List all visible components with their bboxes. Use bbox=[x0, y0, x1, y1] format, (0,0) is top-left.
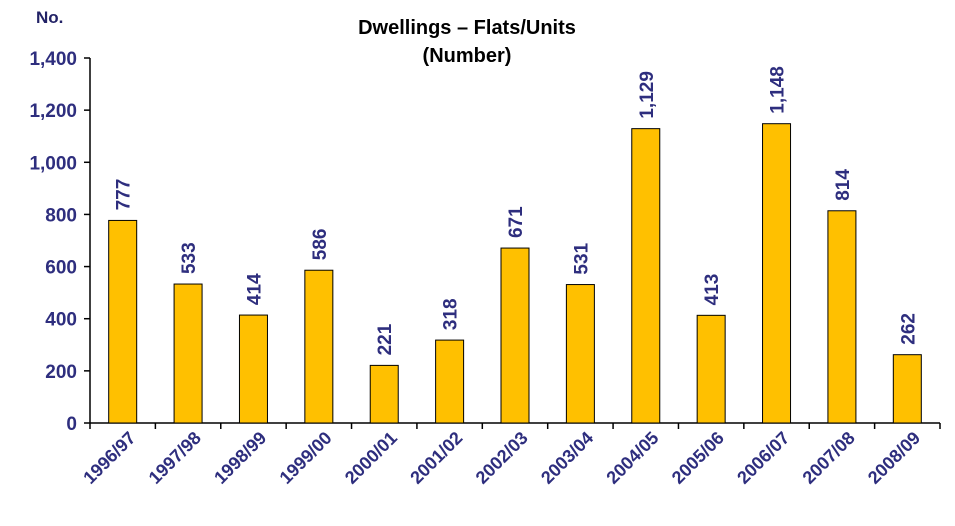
chart-subtitle: (Number) bbox=[423, 45, 512, 67]
bar bbox=[108, 219, 138, 424]
data-label: 1,129 bbox=[637, 71, 658, 119]
x-tick-label: 2001/02 bbox=[406, 428, 466, 488]
x-tick-label: 2004/05 bbox=[602, 428, 662, 488]
data-label: 586 bbox=[310, 229, 331, 261]
data-label: 1,148 bbox=[768, 66, 789, 114]
bar bbox=[892, 354, 922, 424]
data-label: 777 bbox=[114, 179, 135, 211]
y-axis: 0 200 400 600 800 1,000 1,200 1,400 bbox=[29, 49, 91, 435]
y-unit-label: No. bbox=[36, 8, 63, 27]
bar bbox=[304, 269, 334, 424]
bar bbox=[696, 314, 726, 424]
x-tick-label: 2002/03 bbox=[472, 428, 532, 488]
data-label: 262 bbox=[898, 313, 919, 345]
data-label: 414 bbox=[244, 273, 265, 305]
y-tick-label: 200 bbox=[45, 362, 77, 383]
x-tick-label: 1998/99 bbox=[210, 428, 270, 488]
bar bbox=[827, 210, 857, 424]
bar bbox=[631, 128, 661, 424]
x-tick-label: 1999/00 bbox=[276, 428, 336, 488]
data-label: 318 bbox=[441, 298, 462, 330]
x-tick-label: 2000/01 bbox=[341, 428, 401, 488]
y-tick-label: 600 bbox=[45, 258, 77, 279]
data-label: 814 bbox=[833, 169, 854, 201]
y-tick-label: 1,000 bbox=[29, 153, 77, 174]
bar bbox=[238, 314, 268, 424]
data-labels: 777 533 414 586 221 318 671 531 1,129 413 1,148 814… bbox=[114, 66, 920, 355]
bar bbox=[369, 364, 399, 424]
x-tick-label: 2005/06 bbox=[668, 428, 728, 488]
x-tick-label: 2003/04 bbox=[537, 428, 597, 488]
x-axis: 1996/97 1997/98 1998/99 1999/00 2000/01 2001/… bbox=[79, 422, 941, 488]
bar bbox=[565, 284, 595, 424]
data-label: 413 bbox=[702, 274, 723, 306]
y-tick-label: 400 bbox=[45, 310, 77, 331]
y-tick-label: 800 bbox=[45, 205, 77, 226]
bars bbox=[108, 123, 922, 424]
x-tick-label: 2007/08 bbox=[799, 428, 859, 488]
y-tick-label: 1,400 bbox=[29, 49, 77, 70]
bar bbox=[762, 123, 792, 424]
data-label: 533 bbox=[179, 242, 200, 274]
bar bbox=[173, 283, 203, 424]
x-tick-label: 1996/97 bbox=[79, 428, 139, 488]
data-label: 531 bbox=[571, 242, 592, 274]
bar bbox=[500, 247, 530, 424]
data-label: 221 bbox=[375, 323, 396, 355]
y-tick-label: 0 bbox=[66, 414, 77, 435]
y-tick-label: 1,200 bbox=[29, 101, 77, 122]
chart-title: Dwellings – Flats/Units bbox=[358, 17, 576, 39]
x-tick-label: 2008/09 bbox=[864, 428, 924, 488]
x-tick-label: 1997/98 bbox=[145, 428, 205, 488]
x-tick-label: 2006/07 bbox=[733, 428, 793, 488]
data-label: 671 bbox=[506, 206, 527, 238]
bar bbox=[435, 339, 465, 424]
